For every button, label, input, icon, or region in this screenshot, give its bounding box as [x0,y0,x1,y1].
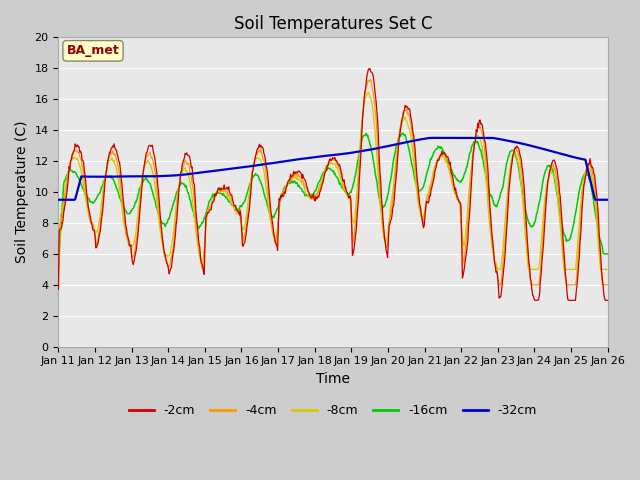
Title: Soil Temperatures Set C: Soil Temperatures Set C [234,15,432,33]
Text: BA_met: BA_met [67,44,120,57]
X-axis label: Time: Time [316,372,350,386]
Legend: -2cm, -4cm, -8cm, -16cm, -32cm: -2cm, -4cm, -8cm, -16cm, -32cm [124,399,542,422]
Y-axis label: Soil Temperature (C): Soil Temperature (C) [15,121,29,263]
